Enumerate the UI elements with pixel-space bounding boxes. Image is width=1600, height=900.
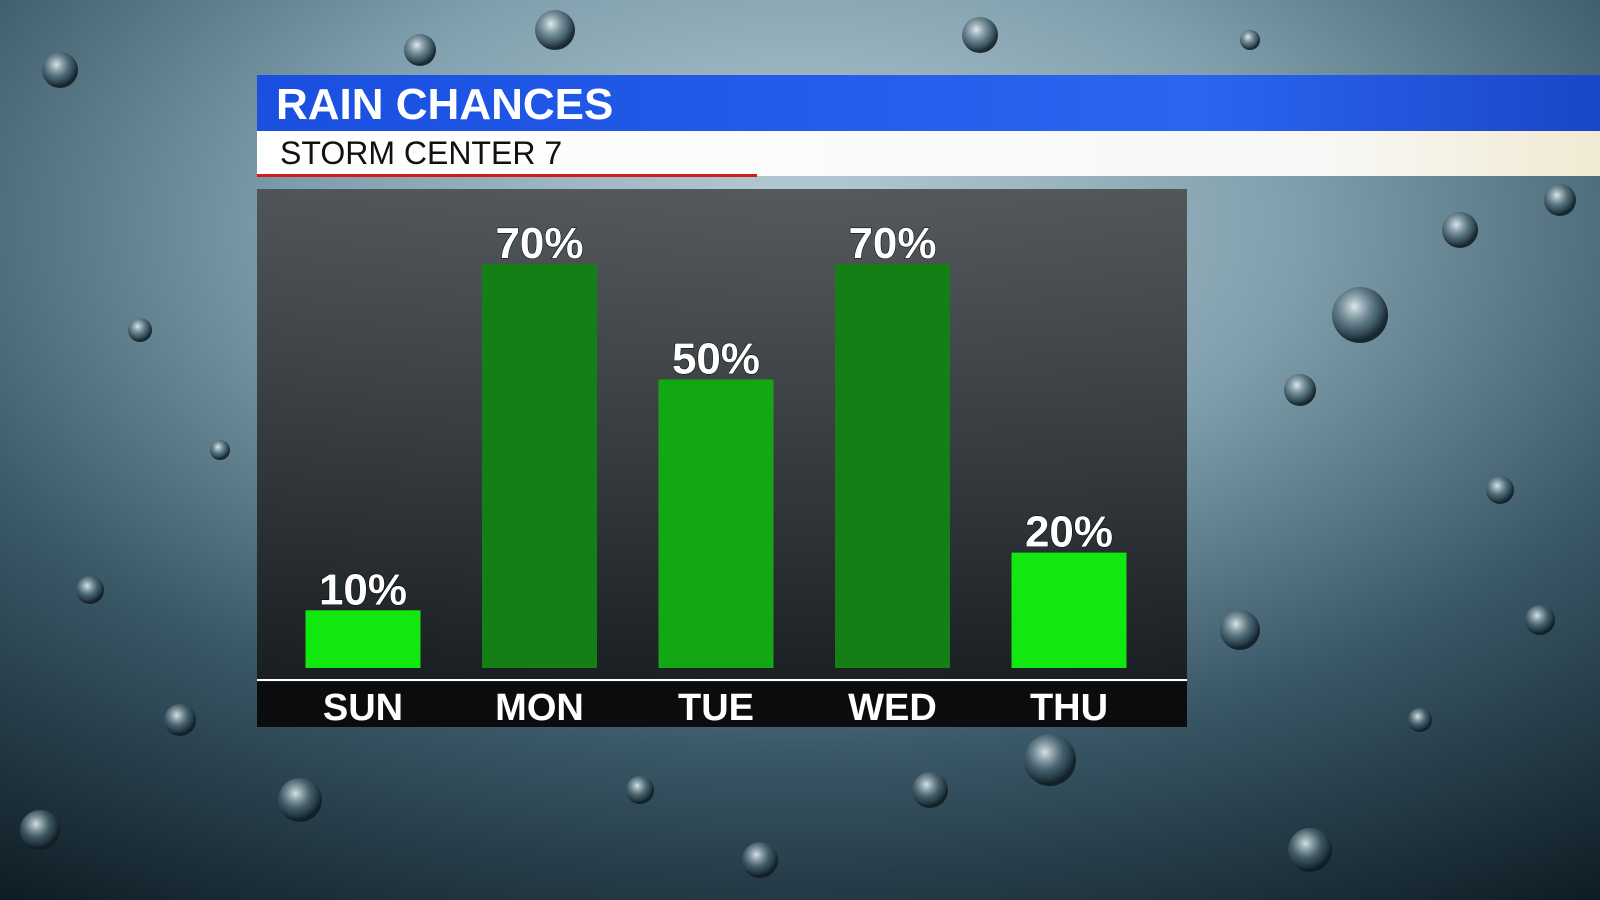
value-label: 20% xyxy=(1025,508,1113,557)
accent-line xyxy=(257,174,757,177)
value-label: 70% xyxy=(495,219,583,268)
x-tick-label: TUE xyxy=(678,687,754,729)
value-label: 10% xyxy=(319,565,407,614)
chart-title: RAIN CHANCES xyxy=(276,80,613,129)
rain-drops xyxy=(20,10,1576,878)
label-strip xyxy=(257,682,1187,727)
bar xyxy=(658,379,774,668)
x-tick-label: MON xyxy=(495,687,584,729)
bar xyxy=(1011,552,1127,668)
value-label: 70% xyxy=(848,219,936,268)
x-tick-label: SUN xyxy=(323,687,403,729)
subtitle-band xyxy=(257,131,1600,176)
x-tick-label: WED xyxy=(848,687,937,729)
bars: 10% SUN 70% MON 50% TUE 70% WED 20% THU xyxy=(305,219,1127,729)
bar xyxy=(835,264,950,668)
bar xyxy=(305,610,421,668)
x-tick-label: THU xyxy=(1030,687,1108,729)
title-band xyxy=(257,75,1600,131)
bar xyxy=(482,264,597,668)
chart-subtitle: STORM CENTER 7 xyxy=(280,135,562,171)
value-label: 50% xyxy=(672,335,760,384)
